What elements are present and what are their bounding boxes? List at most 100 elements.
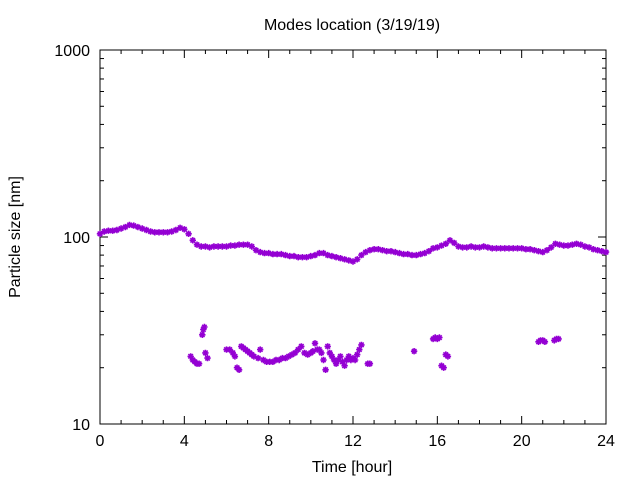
data-point	[476, 244, 483, 251]
data-point	[301, 349, 308, 357]
data-point	[602, 248, 610, 256]
data-point	[564, 242, 572, 249]
data-point	[139, 225, 146, 232]
data-point	[436, 334, 443, 341]
data-point	[201, 323, 208, 331]
data-point	[555, 335, 562, 343]
data-point	[351, 356, 359, 364]
data-point	[472, 244, 479, 251]
y-tick-label: 1000	[54, 43, 90, 60]
data-point	[295, 346, 302, 353]
data-point	[185, 230, 192, 237]
data-point	[101, 228, 108, 235]
data-point	[320, 249, 327, 257]
data-point	[143, 226, 150, 234]
data-point	[343, 356, 350, 364]
data-point	[269, 250, 277, 258]
data-point	[189, 237, 196, 244]
data-point	[594, 247, 601, 254]
data-point	[484, 244, 492, 251]
data-point	[510, 245, 517, 252]
data-point	[438, 242, 445, 249]
data-point	[442, 240, 449, 247]
data-point	[260, 356, 267, 364]
data-point	[366, 247, 374, 254]
data-point	[335, 356, 342, 364]
data-point	[276, 356, 283, 364]
data-point	[291, 349, 299, 357]
x-tick-label: 20	[513, 433, 531, 450]
data-point	[556, 241, 563, 248]
data-point	[202, 349, 209, 357]
data-point	[489, 245, 496, 252]
data-point	[541, 338, 549, 345]
data-point	[113, 226, 121, 234]
data-point	[290, 252, 298, 260]
data-point	[429, 245, 437, 252]
data-point	[187, 353, 194, 360]
data-point	[451, 239, 458, 247]
data-point	[598, 248, 605, 255]
data-point	[337, 255, 344, 262]
data-point	[318, 349, 325, 357]
data-point	[345, 257, 352, 264]
data-point	[155, 229, 163, 236]
data-point	[168, 228, 175, 235]
y-tick-labels: 10 100 1000	[54, 43, 90, 434]
data-point	[455, 243, 462, 250]
data-point	[531, 247, 538, 254]
data-point	[577, 241, 584, 248]
data-point	[446, 237, 454, 244]
data-point	[295, 254, 302, 261]
x-axis-title: Time [hour]	[312, 459, 392, 476]
data-point	[202, 243, 209, 250]
data-point	[160, 229, 167, 236]
data-point	[463, 244, 470, 251]
data-point	[560, 242, 567, 249]
data-point	[316, 346, 323, 353]
data-point	[200, 326, 207, 333]
data-point	[223, 243, 230, 250]
data-points	[96, 221, 610, 373]
axis-ticks	[99, 50, 607, 425]
data-point	[252, 247, 260, 254]
data-point	[535, 248, 542, 255]
data-point	[349, 258, 357, 265]
data-point	[176, 224, 184, 231]
data-point	[311, 251, 319, 259]
data-point	[366, 360, 374, 367]
data-point	[109, 227, 116, 234]
data-point	[590, 246, 597, 253]
data-point	[480, 243, 487, 250]
data-point	[526, 246, 534, 253]
data-point	[328, 252, 336, 260]
data-point	[505, 245, 513, 252]
data-point	[543, 247, 551, 254]
data-point	[219, 243, 226, 250]
plot-frame	[99, 49, 607, 425]
data-point	[204, 354, 211, 362]
data-point	[250, 353, 258, 360]
data-point	[229, 349, 236, 357]
data-point	[358, 341, 365, 349]
data-point	[375, 246, 382, 253]
data-point	[309, 348, 317, 355]
data-point	[282, 251, 289, 259]
data-point	[493, 245, 500, 252]
data-point	[122, 223, 129, 231]
data-point	[298, 343, 305, 350]
data-point	[322, 366, 329, 373]
data-point	[337, 353, 344, 360]
data-point	[134, 223, 142, 231]
data-point	[413, 251, 420, 259]
data-point	[539, 248, 546, 256]
data-point	[181, 226, 188, 233]
data-point	[552, 240, 559, 247]
data-point	[332, 360, 340, 367]
data-point	[358, 251, 365, 259]
data-point	[522, 246, 530, 253]
data-point	[459, 244, 466, 251]
data-point	[210, 243, 218, 250]
data-point	[130, 222, 137, 229]
